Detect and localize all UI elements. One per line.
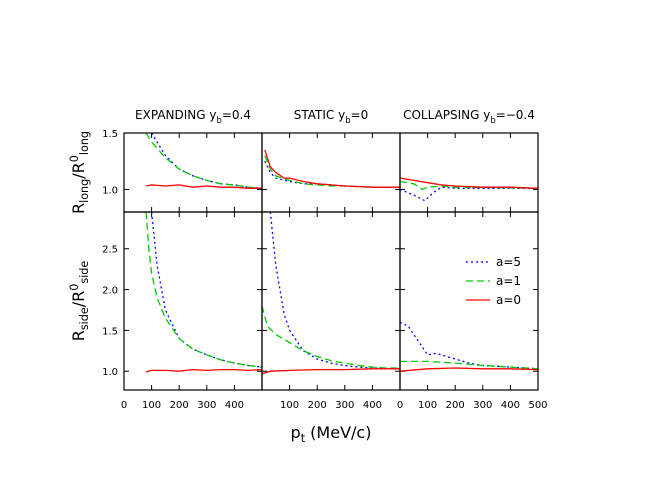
label-part: =0 [351, 108, 369, 122]
label-part: t [301, 432, 306, 445]
label-part: 0 [68, 155, 81, 162]
legend-label: a=5 [496, 255, 521, 269]
line [145, 368, 262, 373]
label-part: /R [69, 162, 88, 179]
label-part: (MeV/c) [305, 423, 371, 442]
legend-label: a=0 [496, 293, 521, 307]
y-tick-label: 2.5 [102, 245, 118, 256]
line [264, 149, 400, 188]
label-part: R [69, 330, 88, 341]
label-part: STATIC y [294, 108, 345, 122]
panel: 100 200 300 400 pt (MeV/c) [261, 211, 401, 445]
panel-frame [123, 132, 263, 213]
line [262, 368, 400, 375]
x-tick-label: 0 [397, 400, 403, 411]
panel-title: EXPANDING yb=0.4 [135, 108, 251, 125]
label-part: side [78, 261, 91, 284]
label-part: b [490, 115, 495, 125]
panel-title: STATIC yb=0 [294, 108, 369, 125]
line [400, 186, 538, 202]
line [262, 305, 400, 369]
line [145, 184, 262, 189]
line [145, 133, 262, 189]
line [400, 367, 538, 372]
label-part: =−0.4 [496, 108, 535, 122]
label-part: b [345, 115, 350, 125]
x-tick-label: 0 [121, 400, 127, 411]
x-tick-label: 400 [363, 400, 382, 411]
panel-title: COLLAPSING yb=−0.4 [403, 108, 535, 125]
line [400, 360, 538, 370]
label-part: COLLAPSING y [403, 108, 490, 122]
label-part: 0 [68, 284, 81, 291]
x-tick-label: 100 [142, 400, 161, 411]
label-part: =0.4 [222, 108, 251, 122]
x-tick-label: 300 [335, 400, 354, 411]
label-part: /R [69, 291, 88, 308]
line [400, 180, 538, 191]
line [264, 160, 400, 188]
panel-frame [261, 132, 401, 213]
y-tick-label: 1.5 [102, 326, 118, 337]
label-part: b [216, 115, 221, 125]
x-axis-label: pt (MeV/c) [291, 423, 372, 445]
y-axis-label: Rlong/R0long [68, 131, 91, 214]
line [264, 155, 400, 188]
y-tick-label: 1.0 [102, 367, 118, 378]
x-tick-label: 200 [308, 400, 327, 411]
x-tick-label: 200 [446, 400, 465, 411]
panel-frame [399, 211, 539, 391]
x-tick-label: 300 [197, 400, 216, 411]
label-part: long [78, 179, 91, 203]
y-tick-label: 1.5 [102, 129, 118, 140]
x-tick-label: 100 [418, 400, 437, 411]
panel: 0 100 200 300 400 500 a=5 a=1 a=0 [397, 211, 548, 411]
label-part: side [78, 307, 91, 330]
panel-frame [399, 132, 539, 213]
panel: STATIC yb=0 [261, 108, 401, 213]
label-part: R [69, 203, 88, 214]
x-tick-label: 400 [225, 400, 244, 411]
y-axis-label: Rside/R0side [68, 261, 91, 342]
line [145, 212, 262, 368]
label-part: long [78, 131, 91, 155]
x-tick-label: 400 [501, 400, 520, 411]
line [400, 321, 538, 370]
y-tick-label: 1.0 [102, 185, 118, 196]
x-tick-label: 500 [528, 400, 547, 411]
panel-frame [123, 211, 263, 391]
x-tick-label: 100 [280, 400, 299, 411]
label-part: EXPANDING y [135, 108, 216, 122]
x-tick-label: 300 [473, 400, 492, 411]
line [269, 212, 400, 370]
line [400, 177, 538, 189]
legend-label: a=1 [496, 274, 521, 288]
label-part: p [291, 423, 301, 442]
panel: COLLAPSING yb=−0.4 [399, 108, 539, 213]
line [150, 212, 262, 368]
x-tick-label: 200 [170, 400, 189, 411]
y-tick-label: 2.0 [102, 286, 118, 297]
